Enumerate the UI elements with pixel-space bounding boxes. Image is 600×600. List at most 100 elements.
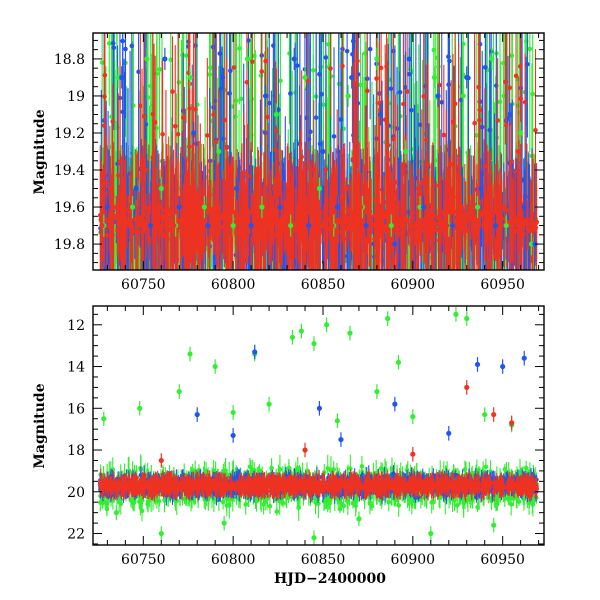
bottom-x-tick-label: 60950 [480,552,525,568]
top-green-point [518,130,524,136]
bottom-blue-point [392,401,398,407]
top-blue-point [320,148,326,155]
top-red-point [99,222,105,229]
top-red-point [530,222,536,229]
top-series-blue [104,47,538,256]
top-blue-point [507,111,513,118]
top-blue-point [291,56,297,62]
top-y-tick-label: 19.6 [54,200,85,216]
top-green-point [374,56,380,62]
top-red-point [343,185,349,192]
top-blue-point [392,241,398,247]
top-blue-point [147,222,154,229]
top-x-tick-labels: 60750 60800 60850 60900 60950 [121,277,525,293]
top-blue-point [219,74,225,81]
bottom-green-point [212,363,218,370]
top-blue-point [277,204,283,210]
top-series-red [99,140,536,237]
bottom-green-point [428,530,434,537]
bottom-green-point [347,330,353,336]
top-x-tick-label: 60750 [121,277,166,293]
top-blue-point [492,222,499,229]
top-red-point [300,222,306,229]
top-blue-point [521,204,527,210]
top-red-point [286,204,292,210]
bottom-green-point [482,411,488,418]
top-y-tick-label: 19.2 [54,126,85,142]
bottom-green-point [374,388,380,395]
bottom-x-tick-label: 60750 [121,552,166,568]
bottom-green-point [323,322,330,328]
top-y-axis-title: Magnitude [32,109,48,194]
bottom-x-tick-labels: 60750 60800 60850 60900 60950 [121,552,525,568]
top-red-point [142,167,148,173]
bottom-y-tick-label: 18 [67,443,85,459]
top-red-point [358,204,364,210]
top-green-point [244,56,251,62]
top-blue-point [449,222,455,229]
top-blue-point [349,74,355,81]
bottom-green-point [137,405,143,411]
bottom-green-point [395,359,402,365]
bottom-green-point [187,351,193,357]
top-red-point [315,204,321,210]
bottom-green-point [176,388,182,395]
top-blue-point [377,111,384,118]
bottom-green-point [266,401,272,407]
bottom-red-point [158,457,164,464]
bottom-green-point [113,510,119,516]
top-y-tick-label: 19 [67,89,85,105]
bottom-green-point [410,414,416,420]
top-green-point [345,93,351,99]
bottom-red-point [464,384,470,391]
bottom-green-point [230,409,236,416]
bottom-green-point [491,522,497,528]
top-blue-point [119,74,125,81]
top-green-point [201,204,208,210]
top-green-point [115,74,121,81]
top-panel: 60750 60800 60850 60900 60950 18.8 19 19.2 19.4… [32,32,545,293]
bottom-series-red [158,380,515,468]
top-x-tick-label: 60800 [211,277,256,293]
bottom-green-point [101,416,107,422]
top-green-point [388,222,394,229]
bottom-red-point [509,420,515,426]
top-blue-point [248,222,254,229]
red-noise-cloud [97,468,539,502]
bottom-y-tick-labels: 12 14 16 18 20 22 [67,318,85,543]
top-red-point [473,222,479,229]
top-red-point [386,204,393,210]
top-red-point [228,167,234,173]
top-blue-point [133,185,139,192]
bottom-x-axis-title: HJD−2400000 [274,571,386,587]
top-blue-point [478,185,484,192]
bottom-panel-data [97,307,539,545]
bottom-blue-point [338,436,344,443]
bottom-green-point [221,520,227,526]
top-blue-point [191,130,197,136]
top-red-point [113,204,119,210]
top-red-point [516,148,522,155]
top-green-point [288,222,294,229]
top-red-point [329,222,335,229]
bottom-green-point [464,315,470,322]
bottom-green-point [298,328,305,334]
red-noise-cloud [97,33,539,270]
top-blue-point [306,222,312,229]
top-panel-ticks [93,33,544,270]
top-green-point [316,185,322,192]
top-green-point [259,204,265,210]
top-blue-point [363,222,369,229]
bottom-x-tick-label: 60850 [301,552,346,568]
top-y-tick-label: 19.8 [54,237,85,253]
bottom-green-point [289,334,296,340]
bottom-blue-point [194,411,200,418]
top-blue-point [435,93,441,99]
top-red-point [372,222,378,229]
top-red-point [458,204,464,210]
top-y-tick-label: 19.4 [54,163,85,179]
bottom-y-tick-label: 16 [67,401,85,417]
top-red-point [214,204,220,210]
top-green-point [489,56,495,62]
